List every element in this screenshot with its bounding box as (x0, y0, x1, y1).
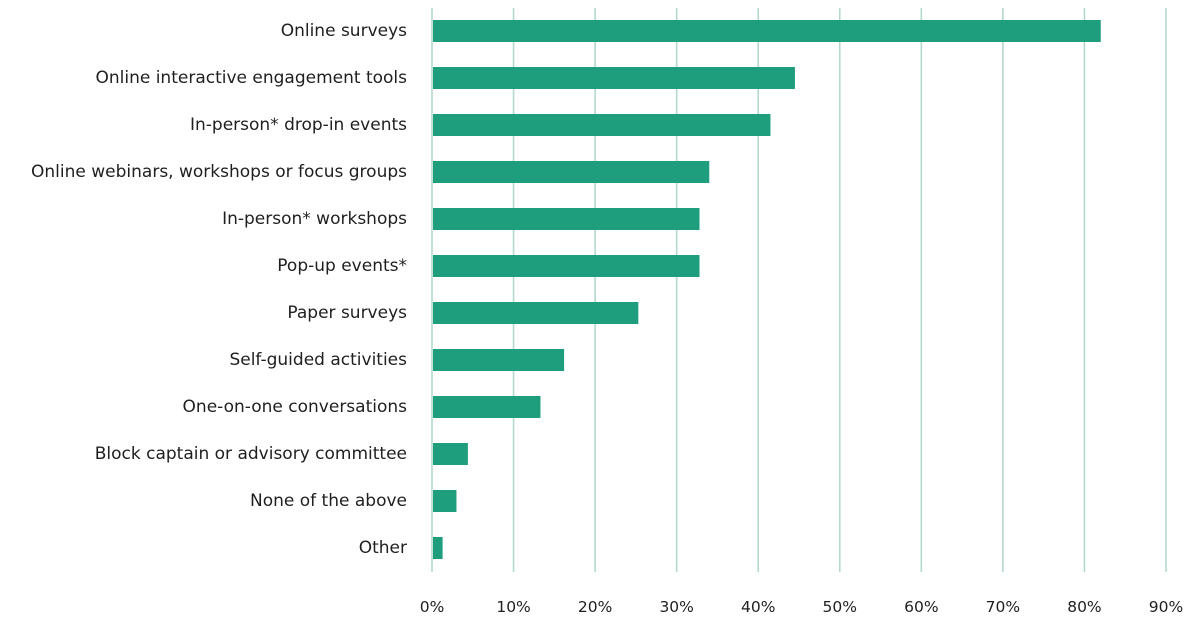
category-label: Online webinars, workshops or focus grou… (31, 162, 407, 182)
category-label: Online surveys (281, 21, 407, 41)
bar (433, 349, 565, 371)
category-label: One-on-one conversations (183, 397, 408, 417)
x-tick-label: 60% (904, 598, 938, 616)
bar (433, 161, 710, 183)
bars (433, 20, 1101, 559)
category-label: Online interactive engagement tools (95, 68, 407, 88)
bar (433, 443, 468, 465)
gridlines (431, 8, 1167, 572)
bar (433, 114, 771, 136)
x-tick-label: 30% (659, 598, 693, 616)
category-labels: Online surveys Online interactive engagem… (31, 21, 407, 558)
x-tick-label: 80% (1067, 598, 1101, 616)
category-label: In-person* workshops (222, 209, 407, 229)
bar (433, 208, 700, 230)
category-label: Paper surveys (287, 303, 407, 323)
category-label: Other (359, 538, 407, 558)
category-label: Block captain or advisory committee (95, 444, 407, 464)
category-label: Self-guided activities (229, 350, 407, 370)
x-tick-label: 50% (823, 598, 857, 616)
category-label: In-person* drop-in events (190, 115, 407, 135)
x-tick-label: 90% (1149, 598, 1183, 616)
bar (433, 490, 457, 512)
x-tick-label: 70% (986, 598, 1020, 616)
bar (433, 302, 639, 324)
x-tick-label: 0% (420, 598, 445, 616)
x-tick-labels: 0% 10% 20% 30% 40% 50% 60% 70% 80% 90% (420, 598, 1184, 616)
x-tick-label: 10% (496, 598, 530, 616)
bar (433, 67, 795, 89)
category-label: Pop-up events* (277, 256, 407, 276)
bar (433, 20, 1101, 42)
bar (433, 255, 700, 277)
bar (433, 537, 443, 559)
x-tick-label: 40% (741, 598, 775, 616)
bar (433, 396, 541, 418)
x-tick-label: 20% (578, 598, 612, 616)
category-label: None of the above (250, 491, 407, 511)
